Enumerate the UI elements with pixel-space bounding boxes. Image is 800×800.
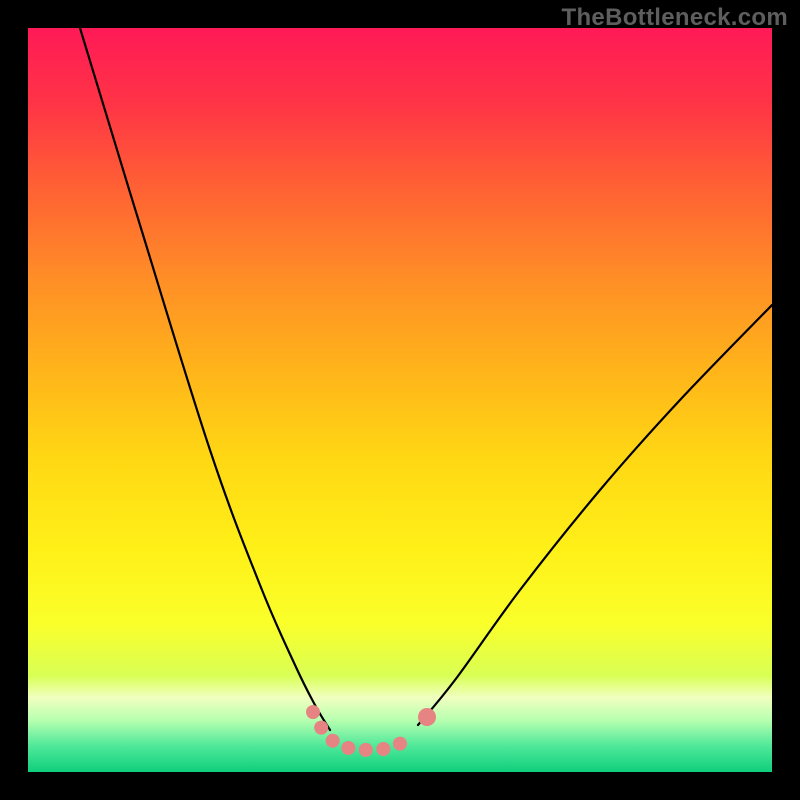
chart-stage: TheBottleneck.com [0, 0, 800, 800]
plot-area [28, 28, 772, 772]
gradient-background [28, 28, 772, 772]
bottleneck-chart [0, 0, 800, 800]
optimal-segment-dot [418, 708, 436, 726]
